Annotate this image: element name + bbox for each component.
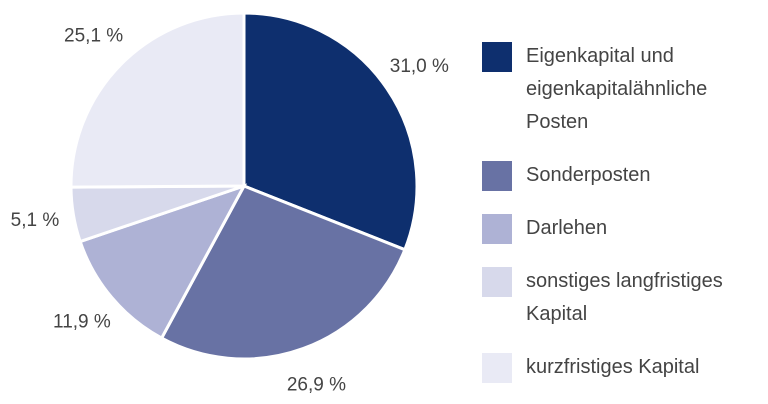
legend: Eigenkapital und eigenkapitalähnliche Po… xyxy=(482,40,762,404)
legend-swatch xyxy=(482,353,512,383)
value-label: 11,9 % xyxy=(53,312,111,333)
value-label: 5,1 % xyxy=(11,210,60,231)
legend-item: sonstiges langfristiges Kapital xyxy=(482,265,762,331)
legend-item: Eigenkapital und eigenkapitalähnliche Po… xyxy=(482,40,762,139)
pie-slice xyxy=(69,11,246,189)
legend-swatch xyxy=(482,161,512,191)
legend-label: Eigenkapital und eigenkapitalähnliche Po… xyxy=(526,45,708,133)
legend-swatch xyxy=(482,42,512,72)
pie-slice xyxy=(78,183,248,341)
legend-label: kurzfristiges Kapital xyxy=(526,356,700,378)
pie-slice xyxy=(159,184,407,361)
legend-label: Sonderposten xyxy=(526,164,651,186)
legend-label: sonstiges langfristiges Kapital xyxy=(526,270,723,325)
legend-swatch xyxy=(482,214,512,244)
value-label: 26,9 % xyxy=(287,374,346,395)
legend-item: Sonderposten xyxy=(482,159,762,192)
legend-label: Darlehen xyxy=(526,217,608,239)
value-label: 31,0 % xyxy=(390,56,449,77)
value-label: 25,1 % xyxy=(64,26,123,47)
legend-item: kurzfristiges Kapital xyxy=(482,351,762,384)
legend-item: Darlehen xyxy=(482,212,762,245)
pie-chart: 31,0 % 26,9 % 11,9 % 5,1 % 25,1 % xyxy=(11,11,449,395)
pie-slice xyxy=(242,11,419,252)
legend-swatch xyxy=(482,267,512,297)
